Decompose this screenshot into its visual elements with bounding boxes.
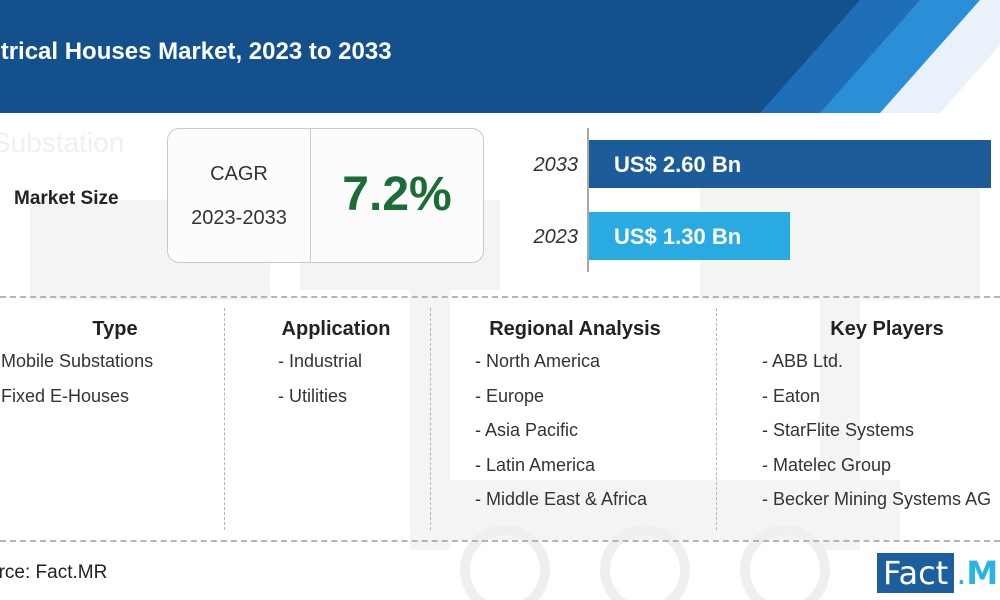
list-item: - Middle East & Africa [475, 489, 648, 509]
type-heading: Type [92, 318, 138, 340]
list-item: - Eaton [762, 385, 821, 406]
application-column: Application - Industrial - Utilities [266, 318, 406, 420]
logo-fact-text: Fact [877, 553, 955, 593]
list-item: - North America [475, 351, 601, 371]
list-item: - Latin America [475, 454, 596, 475]
category-label-2023: 2023 [533, 226, 579, 248]
section-divider [0, 296, 1000, 298]
list-item: - Becker Mining Systems AG [762, 489, 992, 509]
type-list: - Mobile Substations - Fixed E-Houses [0, 351, 220, 420]
category-label-2033: 2033 [533, 154, 579, 176]
list-item: - Utilities [278, 385, 348, 406]
source-text: urce: Fact.MR [0, 562, 108, 583]
type-column: Type - Mobile Substations - Fixed E-Hous… [0, 318, 220, 420]
key-players-heading: Key Players [830, 318, 944, 340]
regional-heading: Regional Analysis [489, 318, 661, 340]
list-item: - Mobile Substations [0, 351, 154, 371]
column-divider [224, 308, 225, 530]
page-title: ectrical Houses Market, 2023 to 2033 [0, 38, 392, 65]
data-label-2033: US$ 2.60 Bn [614, 152, 741, 177]
cagr-label: CAGR [210, 163, 268, 185]
header-stripes [760, 0, 1000, 113]
list-item: - Industrial [278, 351, 363, 371]
column-divider [430, 308, 431, 530]
key-players-list: - ABB Ltd. - Eaton - StarFlite Systems -… [762, 351, 1000, 524]
logo-mr-text: MR [966, 554, 1000, 592]
list-item: - Fixed E-Houses [0, 385, 130, 406]
cagr-divider [310, 129, 311, 262]
cagr-box: CAGR 2023-2033 7.2% [167, 128, 484, 263]
bar-2023 [589, 212, 790, 260]
list-item: - Asia Pacific [475, 420, 579, 440]
factmr-logo: Fact . MR [877, 553, 1000, 593]
logo-dot-text: . [956, 554, 967, 592]
application-list: - Industrial - Utilities [266, 351, 406, 420]
list-item: - Europe [475, 385, 545, 406]
data-label-2023: US$ 1.30 Bn [614, 224, 741, 249]
bar-2033 [589, 140, 991, 188]
list-item: - ABB Ltd. [762, 351, 844, 371]
cagr-period: 2023-2033 [191, 207, 287, 229]
key-players-column: Key Players - ABB Ltd. - Eaton - StarFli… [762, 318, 1000, 524]
regional-list: - North America - Europe - Asia Pacific … [475, 351, 675, 524]
application-heading: Application [281, 318, 391, 340]
column-divider [716, 308, 717, 530]
cagr-value: 7.2% [342, 168, 452, 221]
watermark-text: Substation [0, 127, 125, 158]
market-size-label: Market Size [14, 188, 119, 209]
regional-column: Regional Analysis - North America - Euro… [475, 318, 675, 524]
footer-divider [0, 540, 1000, 542]
list-item: - Matelec Group [762, 454, 892, 475]
list-item: - StarFlite Systems [762, 420, 915, 440]
